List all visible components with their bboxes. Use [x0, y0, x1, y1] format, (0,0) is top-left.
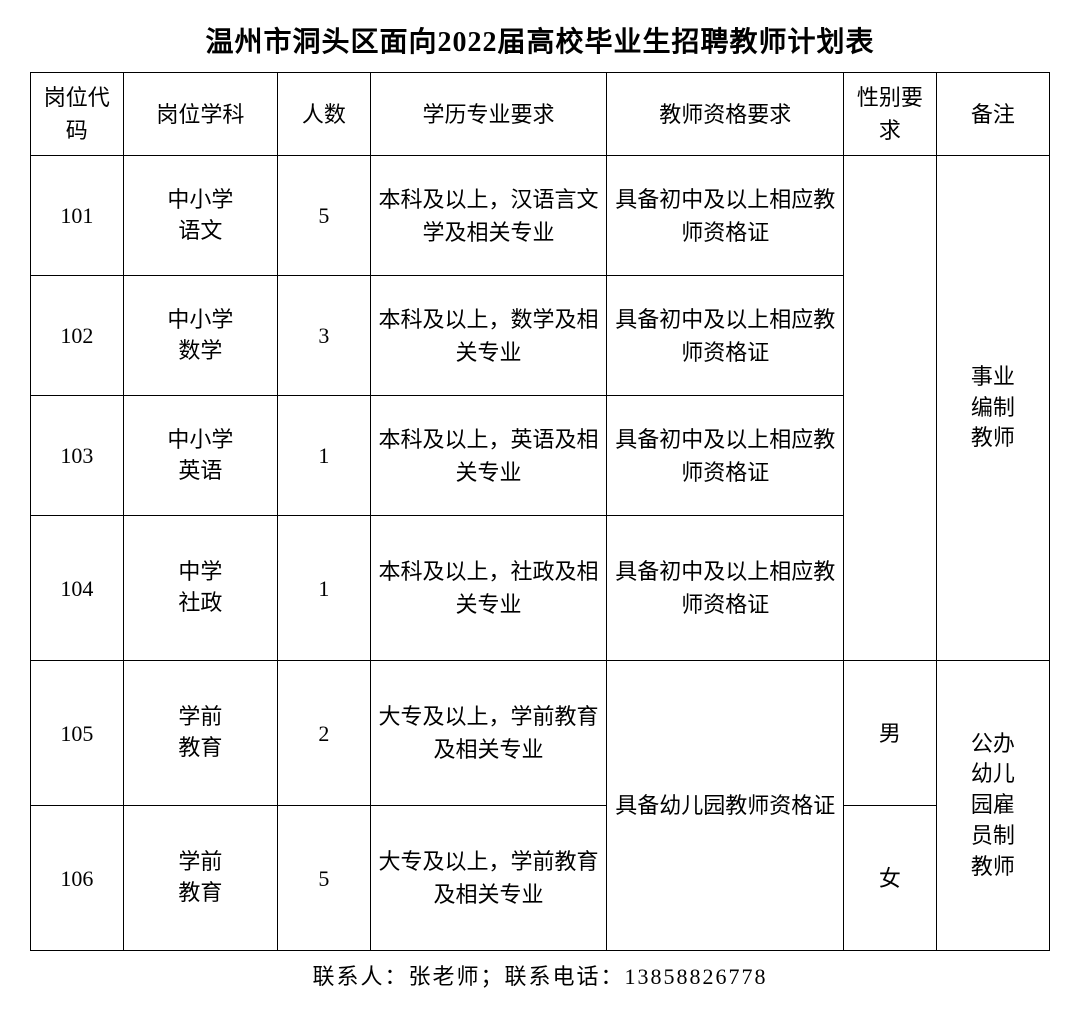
cell-count: 1 [278, 396, 371, 516]
cell-gender: 男 [844, 661, 937, 806]
header-count: 人数 [278, 73, 371, 156]
cell-subject: 中小学语文 [123, 156, 277, 276]
cell-qualification: 具备初中及以上相应教师资格证 [607, 516, 844, 661]
header-education: 学历专业要求 [370, 73, 607, 156]
cell-gender-merged [844, 156, 937, 661]
cell-education: 本科及以上，汉语言文学及相关专业 [370, 156, 607, 276]
cell-qualification: 具备初中及以上相应教师资格证 [607, 156, 844, 276]
cell-education: 本科及以上，数学及相关专业 [370, 276, 607, 396]
cell-count: 1 [278, 516, 371, 661]
cell-qualification-merged: 具备幼儿园教师资格证 [607, 661, 844, 951]
cell-note-merged: 公办幼儿园雇员制教师 [936, 661, 1049, 951]
cell-education: 本科及以上，社政及相关专业 [370, 516, 607, 661]
cell-education: 本科及以上，英语及相关专业 [370, 396, 607, 516]
cell-code: 103 [31, 396, 124, 516]
cell-subject: 中小学英语 [123, 396, 277, 516]
cell-code: 102 [31, 276, 124, 396]
cell-count: 2 [278, 661, 371, 806]
cell-subject: 学前教育 [123, 806, 277, 951]
header-subject: 岗位学科 [123, 73, 277, 156]
cell-code: 105 [31, 661, 124, 806]
cell-count: 5 [278, 156, 371, 276]
cell-education: 大专及以上，学前教育及相关专业 [370, 806, 607, 951]
cell-subject: 学前教育 [123, 661, 277, 806]
cell-code: 106 [31, 806, 124, 951]
contact-info: 联系人：张老师；联系电话：13858826778 [30, 959, 1050, 991]
cell-code: 101 [31, 156, 124, 276]
cell-code: 104 [31, 516, 124, 661]
recruitment-table: 岗位代码 岗位学科 人数 学历专业要求 教师资格要求 性别要求 备注 101 中… [30, 72, 1050, 951]
cell-subject: 中小学数学 [123, 276, 277, 396]
page-title: 温州市洞头区面向2022届高校毕业生招聘教师计划表 [30, 20, 1050, 60]
header-qualification: 教师资格要求 [607, 73, 844, 156]
cell-qualification: 具备初中及以上相应教师资格证 [607, 276, 844, 396]
cell-note-merged: 事业编制教师 [936, 156, 1049, 661]
header-note: 备注 [936, 73, 1049, 156]
cell-gender: 女 [844, 806, 937, 951]
cell-count: 3 [278, 276, 371, 396]
table-row: 101 中小学语文 5 本科及以上，汉语言文学及相关专业 具备初中及以上相应教师… [31, 156, 1050, 276]
cell-subject: 中学社政 [123, 516, 277, 661]
table-row: 106 学前教育 5 大专及以上，学前教育及相关专业 女 [31, 806, 1050, 951]
cell-qualification: 具备初中及以上相应教师资格证 [607, 396, 844, 516]
header-code: 岗位代码 [31, 73, 124, 156]
cell-education: 大专及以上，学前教育及相关专业 [370, 661, 607, 806]
header-gender: 性别要求 [844, 73, 937, 156]
table-row: 105 学前教育 2 大专及以上，学前教育及相关专业 具备幼儿园教师资格证 男 … [31, 661, 1050, 806]
table-header-row: 岗位代码 岗位学科 人数 学历专业要求 教师资格要求 性别要求 备注 [31, 73, 1050, 156]
cell-count: 5 [278, 806, 371, 951]
